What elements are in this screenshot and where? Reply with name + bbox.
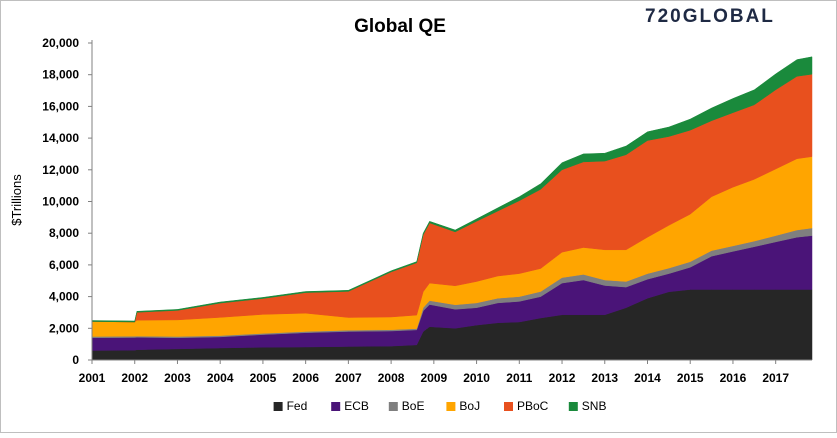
legend-swatch-boe [388, 402, 398, 411]
y-tick-label: 20,000 [42, 36, 79, 50]
legend-swatch-fed [273, 402, 283, 411]
y-axis-label: $Trillions [9, 174, 24, 226]
y-tick-label: 2,000 [49, 321, 79, 335]
y-tick-label: 4,000 [49, 290, 79, 304]
legend-label-fed: Fed [287, 399, 308, 413]
legend-swatch-ecb [331, 402, 341, 411]
y-tick-label: 8,000 [49, 226, 79, 240]
legend-swatch-boj [446, 402, 456, 411]
legend-label-ecb: ECB [344, 399, 369, 413]
legend-label-boj: BoJ [459, 399, 480, 413]
x-tick-label: 2004 [207, 371, 234, 385]
x-tick-label: 2005 [250, 371, 277, 385]
chart-title: Global QE [354, 16, 446, 37]
x-tick-label: 2007 [335, 371, 362, 385]
x-tick-label: 2001 [79, 371, 106, 385]
y-ticks: 0 2,000 4,000 6,000 8,000 10,000 12,000 14,000 1… [42, 36, 92, 367]
x-tick-label: 2015 [677, 371, 704, 385]
legend-swatch-snb [568, 402, 578, 411]
y-tick-label: 10,000 [42, 195, 79, 209]
x-tick-label: 2010 [463, 371, 490, 385]
y-tick-label: 0 [72, 353, 79, 367]
x-tick-label: 2013 [591, 371, 618, 385]
legend-label-snb: SNB [582, 399, 607, 413]
x-tick-label: 2003 [164, 371, 191, 385]
x-tick-label: 2006 [292, 371, 319, 385]
x-tick-label: 2012 [549, 371, 576, 385]
y-tick-label: 6,000 [49, 258, 79, 272]
legend-label-pboc: PBoC [517, 399, 549, 413]
series-areas [91, 56, 813, 361]
legend-label-boe: BoE [402, 399, 425, 413]
series-area-snb [91, 56, 813, 323]
x-tick-label: 2017 [762, 371, 789, 385]
x-tick-label: 2011 [506, 371, 532, 385]
legend-swatch-pboc [504, 402, 513, 411]
legend: Fed ECB BoE BoJ PBoC SNB [273, 399, 607, 413]
y-tick-label: 12,000 [42, 163, 79, 177]
x-tick-label: 2002 [121, 371, 148, 385]
x-tick-label: 2008 [378, 371, 405, 385]
y-tick-label: 14,000 [42, 131, 79, 145]
y-tick-label: 18,000 [42, 68, 79, 82]
x-ticks: 2001 2002 2003 2004 2005 2006 2007 2008 2009 2010… [79, 360, 789, 385]
axes [91, 40, 812, 361]
brand-logo: 720GLOBAL [645, 6, 775, 27]
x-tick-label: 2014 [634, 371, 661, 385]
x-tick-label: 2016 [720, 371, 747, 385]
x-tick-label: 2009 [420, 371, 447, 385]
y-tick-label: 16,000 [42, 99, 79, 113]
